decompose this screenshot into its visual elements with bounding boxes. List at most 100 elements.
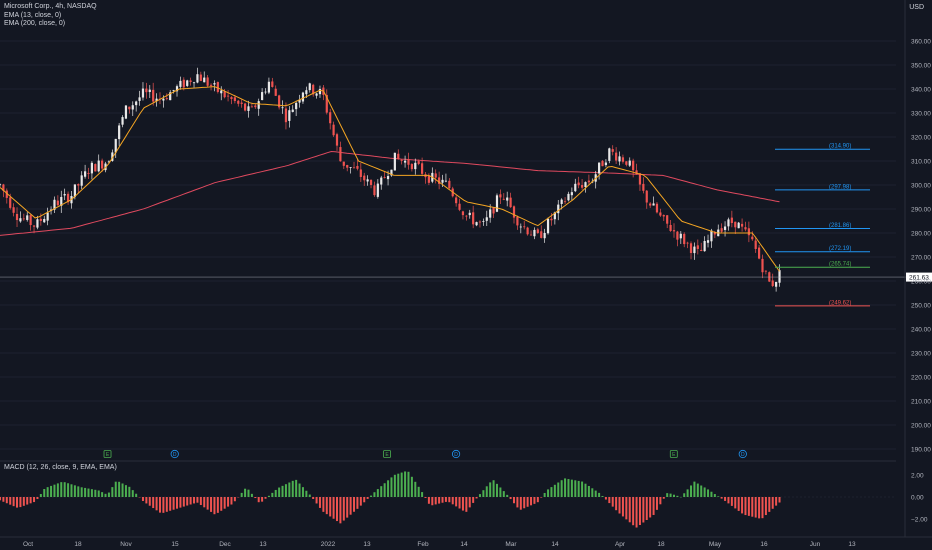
macd-histogram-bar (737, 497, 740, 511)
dividend-marker (738, 449, 747, 459)
candle-body (492, 207, 495, 214)
macd-histogram-bar (5, 497, 8, 504)
candle-body (60, 196, 63, 206)
candle-body (298, 99, 301, 103)
grid-lines (0, 40, 896, 450)
macd-histogram-bar (696, 483, 699, 497)
macd-histogram-bar (567, 479, 570, 497)
candle-body (271, 81, 274, 87)
macd-histogram-bar (393, 474, 396, 497)
candle-body (32, 225, 36, 227)
candle-body (604, 162, 608, 166)
macd-histogram-bar (342, 497, 345, 521)
macd-legend[interactable]: MACD (12, 26, close, 9, EMA, EMA) (4, 464, 117, 471)
time-tick-label: 18 (657, 541, 665, 548)
price-tick-label: 190.00 (911, 447, 931, 454)
candle-body (400, 159, 403, 161)
macd-histogram-bar (594, 490, 597, 497)
candle-body (169, 92, 172, 101)
macd-histogram-bar (179, 497, 182, 508)
candle-body (744, 227, 747, 230)
last-price-line: 261.63 (0, 272, 932, 282)
candle-body (652, 203, 655, 206)
candle-body (36, 219, 39, 228)
time-tick-label: Feb (417, 541, 429, 548)
candle-body (84, 171, 87, 177)
ema-slow-legend[interactable]: EMA (200, close, 0) (4, 20, 66, 27)
time-tick-label: 15 (171, 541, 179, 548)
event-marker-letter: D (173, 452, 177, 458)
candle-body (740, 223, 744, 227)
earnings-marker (669, 450, 678, 458)
candle-body (192, 82, 196, 84)
price-tick-label: 300.00 (911, 183, 931, 190)
event-marker-letter: D (454, 452, 458, 458)
candle-body (533, 229, 536, 237)
candle-body (267, 81, 271, 93)
candle-body (288, 110, 291, 121)
candle-body (138, 97, 141, 101)
candle-body (472, 212, 475, 225)
candle-body (710, 230, 713, 242)
candle-body (512, 206, 516, 218)
macd-histogram-bar (448, 497, 451, 503)
candle-body (427, 175, 431, 183)
macd-histogram-bar (223, 497, 226, 509)
macd-histogram-bar (700, 485, 703, 497)
candle-body (19, 218, 22, 222)
candle-body (356, 165, 359, 169)
candle-body (489, 209, 492, 218)
candle-body (80, 175, 83, 186)
candle-body (213, 83, 216, 85)
macd-histogram-bar (615, 497, 618, 511)
candle-body (114, 138, 117, 153)
candle-body (165, 98, 168, 100)
candle-body (46, 212, 49, 221)
candle-body (775, 281, 778, 287)
price-tick-label: 270.00 (911, 255, 931, 262)
macd-histogram-bar (516, 497, 519, 508)
macd-histogram-bar (608, 497, 611, 504)
candle-body (63, 194, 66, 196)
macd-histogram-bar (482, 490, 485, 497)
macd-histogram-bar (53, 484, 56, 497)
candle-body (318, 88, 322, 95)
symbol-title[interactable]: Microsoft Corp., 4h, NASDAQ (4, 3, 97, 10)
macd-histogram-bar (519, 497, 522, 510)
candle-body (175, 86, 179, 92)
time-tick-label: 13 (363, 541, 371, 548)
macd-histogram-bar (400, 472, 403, 497)
price-axis[interactable]: 360.00 350.00 340.00 330.00 320.00 310.00 300.… (911, 39, 931, 454)
macd-histogram-bar (363, 497, 366, 503)
candle-body (448, 180, 451, 189)
candle-body (220, 90, 223, 94)
macd-histogram-bar (257, 497, 260, 503)
candle-body (376, 183, 379, 197)
macd-histogram-bar (581, 481, 584, 497)
macd-histogram-bar (734, 497, 737, 509)
macd-histogram-bar (652, 497, 655, 515)
macd-histogram-bar (764, 497, 767, 516)
candle-body (315, 93, 318, 96)
macd-histogram-bar (397, 473, 400, 497)
candle-body (403, 160, 407, 163)
candle-body (526, 227, 529, 235)
macd-histogram-bar (686, 489, 689, 497)
price-tick-label: 330.00 (911, 111, 931, 118)
macd-histogram-bar (274, 489, 277, 497)
ema-fast-legend[interactable]: EMA (13, close, 0) (4, 11, 62, 19)
candle-body (73, 184, 76, 197)
candle-body (199, 74, 202, 81)
macd-tick-label: −2.00 (911, 517, 928, 524)
candle-body (179, 80, 182, 87)
macd-histogram-bar (128, 486, 131, 497)
time-tick-label: Jun (810, 541, 821, 548)
candle-body (339, 147, 342, 162)
macd-histogram-bar (407, 471, 410, 497)
macd-histogram-bar (227, 497, 230, 507)
macd-histogram-bar (305, 490, 308, 497)
macd-histogram-bar (669, 493, 672, 497)
candle-body (410, 164, 413, 170)
